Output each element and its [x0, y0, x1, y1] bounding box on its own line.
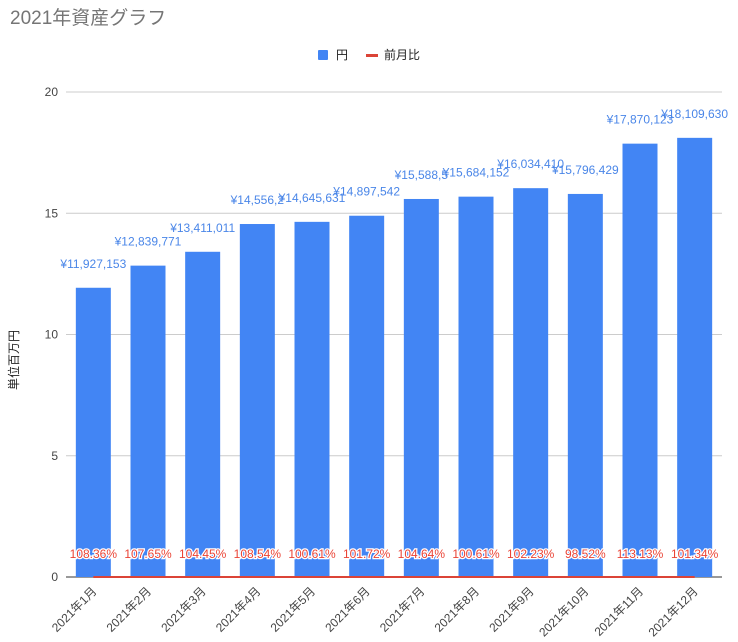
- bar-value-label: ¥14,645,631: [278, 191, 346, 205]
- y-tick-label: 20: [45, 85, 59, 99]
- bar: [622, 143, 658, 577]
- y-axis-title: 単位百万円: [6, 330, 21, 390]
- ratio-value-label: 108.36%: [70, 547, 118, 561]
- bar: [185, 251, 221, 577]
- ratio-value-label: 100.61%: [288, 547, 336, 561]
- ratio-value-label: 98.52%: [565, 547, 606, 561]
- legend-swatch-mom: [366, 54, 378, 57]
- x-axis-ticks: 2021年1月 2021年2月 2021年3月 2021年4月 2021年5月 2021年…: [49, 584, 701, 639]
- bar-value-label: ¥15,796,429: [551, 163, 619, 177]
- ratio-value-label: 100.61%: [452, 547, 500, 561]
- bar: [239, 224, 275, 577]
- x-tick-label: 2021年9月: [486, 584, 536, 634]
- legend: 円 前月比: [318, 47, 420, 62]
- y-tick-label: 15: [45, 206, 59, 220]
- x-tick-label: 2021年1月: [49, 584, 99, 634]
- x-tick-label: 2021年4月: [213, 584, 263, 634]
- bar-value-label: ¥14,556,2: [230, 193, 285, 207]
- ratio-value-label: 101.72%: [343, 547, 391, 561]
- x-tick-label: 2021年6月: [322, 584, 372, 634]
- bar-data-labels: ¥11,927,153 ¥12,839,771¥13,411,011 ¥14,556…: [59, 107, 728, 271]
- y-tick-label: 10: [45, 328, 59, 342]
- bar-value-label: ¥12,839,771: [114, 235, 182, 249]
- legend-label-yen: 円: [336, 48, 348, 62]
- ratio-value-label: 104.45%: [179, 547, 227, 561]
- bar: [75, 287, 111, 577]
- ratio-value-label: 108.54%: [234, 547, 282, 561]
- bar: [130, 265, 166, 577]
- x-tick-label: 2021年2月: [104, 584, 154, 634]
- bar: [294, 221, 330, 577]
- chart-title: 2021年資産グラフ: [10, 7, 166, 29]
- x-tick-label: 2021年8月: [432, 584, 482, 634]
- legend-label-mom: 前月比: [384, 47, 420, 62]
- ratio-value-label: 107.65%: [124, 547, 172, 561]
- ratio-value-label: 113.13%: [617, 547, 664, 561]
- x-tick-label: 2021年5月: [268, 584, 318, 634]
- bar: [458, 196, 494, 578]
- bar: [349, 215, 385, 577]
- ratio-data-labels: 108.36% 107.65% 104.45% 108.54% 100.61% 101.7…: [68, 546, 720, 563]
- ratio-value-label: 101.34%: [671, 547, 719, 561]
- bar-value-label: ¥16,034,410: [496, 157, 564, 171]
- x-tick-label: 2021年10月: [536, 584, 591, 639]
- y-tick-label: 5: [51, 449, 58, 463]
- bar-value-label: ¥13,411,011: [169, 221, 235, 235]
- legend-swatch-yen: [318, 50, 328, 60]
- bar-series: [75, 137, 713, 578]
- x-tick-label: 2021年11月: [592, 584, 647, 639]
- bar: [403, 198, 439, 577]
- bar: [513, 188, 549, 577]
- bar-value-label: ¥11,927,153: [59, 257, 126, 271]
- bar-value-label: ¥17,870,123: [606, 113, 674, 127]
- bar-value-label: ¥14,897,542: [332, 185, 400, 199]
- bar: [567, 193, 603, 578]
- bar-value-label: ¥15,588,5: [394, 168, 449, 182]
- x-tick-label: 2021年3月: [158, 584, 208, 634]
- y-axis-ticks: 0 5 10 15 20: [45, 85, 59, 584]
- x-tick-label: 2021年12月: [646, 584, 701, 639]
- y-tick-label: 0: [51, 570, 58, 584]
- bar: [677, 137, 713, 577]
- x-tick-label: 2021年7月: [377, 584, 427, 634]
- bar-value-label: ¥18,109,630: [660, 107, 728, 121]
- ratio-value-label: 104.64%: [398, 547, 446, 561]
- bar-value-label: ¥15,684,152: [442, 166, 510, 180]
- ratio-value-label: 102.23%: [507, 547, 555, 561]
